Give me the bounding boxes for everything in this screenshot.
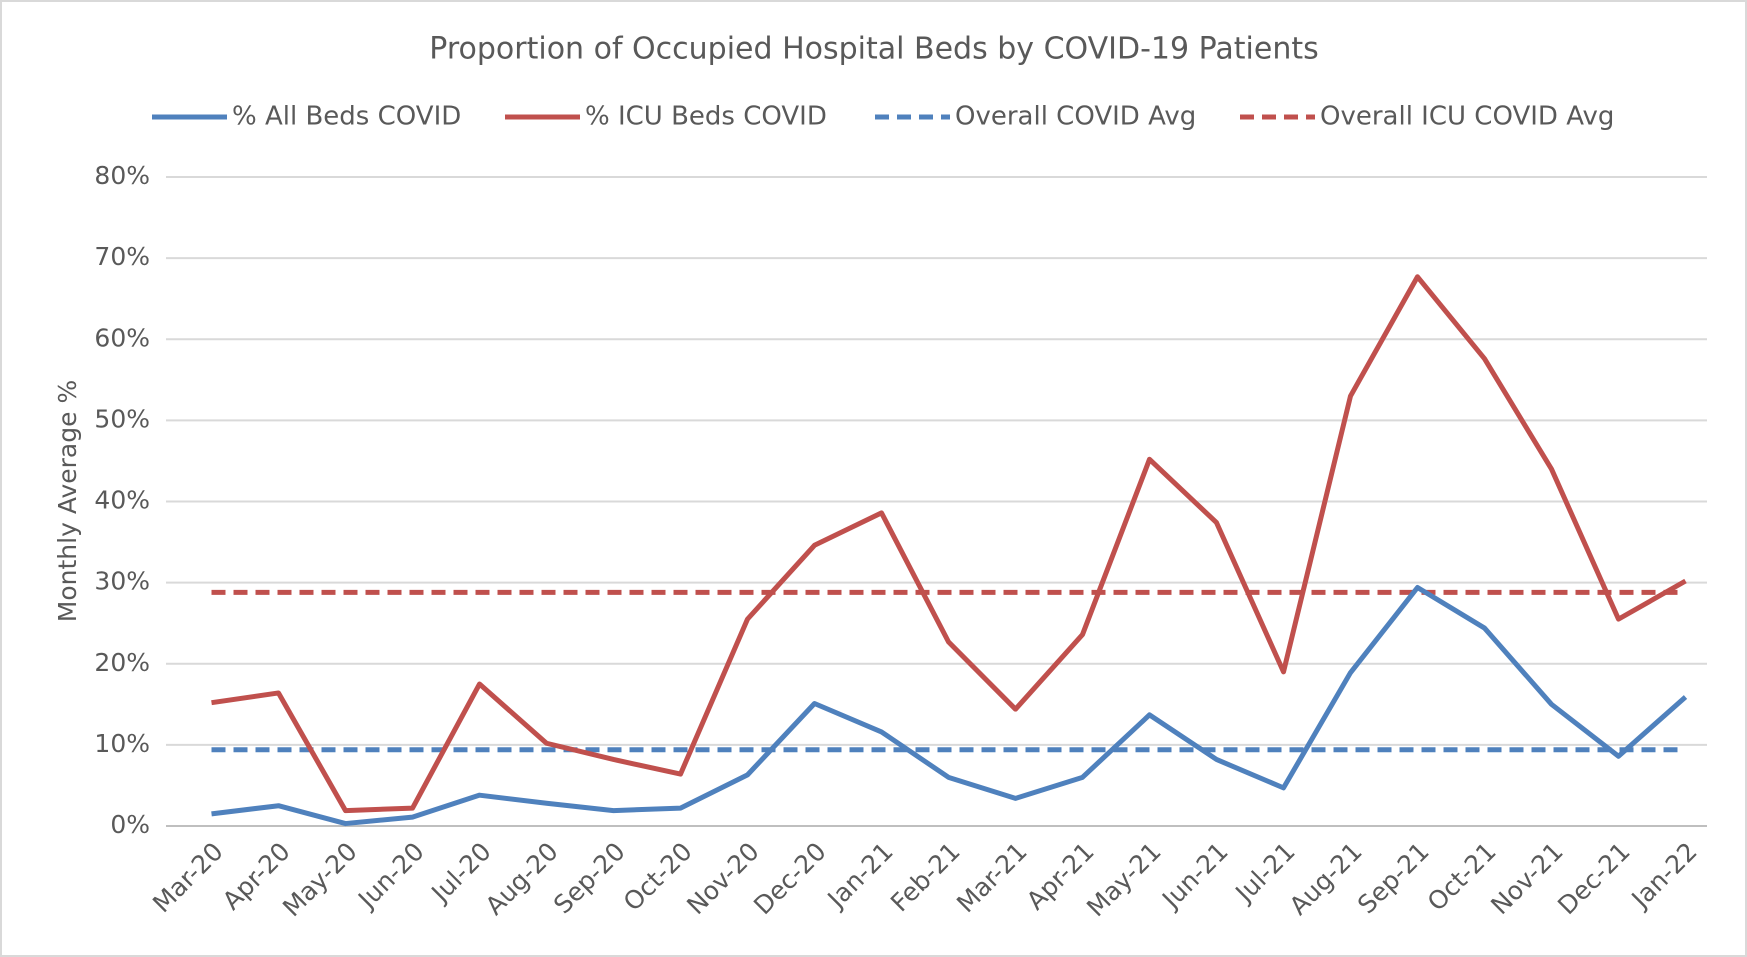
y-tick-label: 80% — [94, 161, 150, 190]
legend-label: Overall ICU COVID Avg — [1320, 102, 1614, 132]
legend-label: % ICU Beds COVID — [585, 102, 827, 132]
chart-title: Proportion of Occupied Hospital Beds by … — [429, 32, 1318, 67]
legend-label: % All Beds COVID — [232, 102, 461, 132]
y-tick-label: 70% — [94, 242, 150, 271]
legend-label: Overall COVID Avg — [955, 102, 1196, 132]
y-tick-label: 60% — [94, 323, 150, 352]
y-tick-label: 50% — [94, 404, 150, 433]
y-tick-label: 10% — [94, 729, 150, 758]
series-line — [211, 584, 1688, 827]
y-tick-label: 0% — [110, 810, 150, 839]
y-tick-label: 30% — [94, 567, 150, 596]
y-tick-label: 20% — [94, 648, 150, 677]
y-tick-label: 40% — [94, 486, 150, 515]
y-axis-label: Monthly Average % — [53, 380, 82, 622]
series-line — [211, 274, 1687, 814]
